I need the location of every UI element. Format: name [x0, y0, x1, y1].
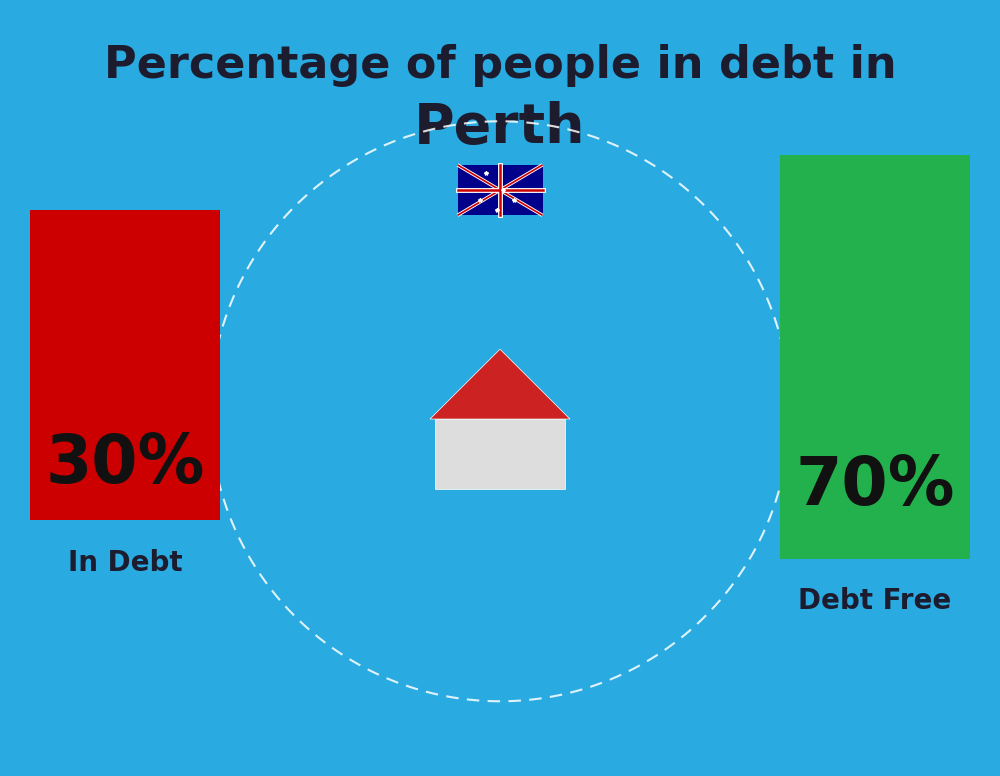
FancyBboxPatch shape [435, 419, 565, 489]
FancyBboxPatch shape [30, 210, 220, 520]
Circle shape [210, 186, 790, 636]
Polygon shape [430, 349, 570, 419]
Text: 30%: 30% [45, 431, 205, 497]
Text: Perth: Perth [414, 101, 586, 155]
FancyBboxPatch shape [458, 165, 542, 216]
Text: Percentage of people in debt in: Percentage of people in debt in [104, 44, 896, 88]
FancyBboxPatch shape [780, 155, 970, 559]
Text: Debt Free: Debt Free [798, 587, 952, 615]
Text: In Debt: In Debt [68, 549, 182, 577]
Text: 70%: 70% [795, 453, 955, 519]
